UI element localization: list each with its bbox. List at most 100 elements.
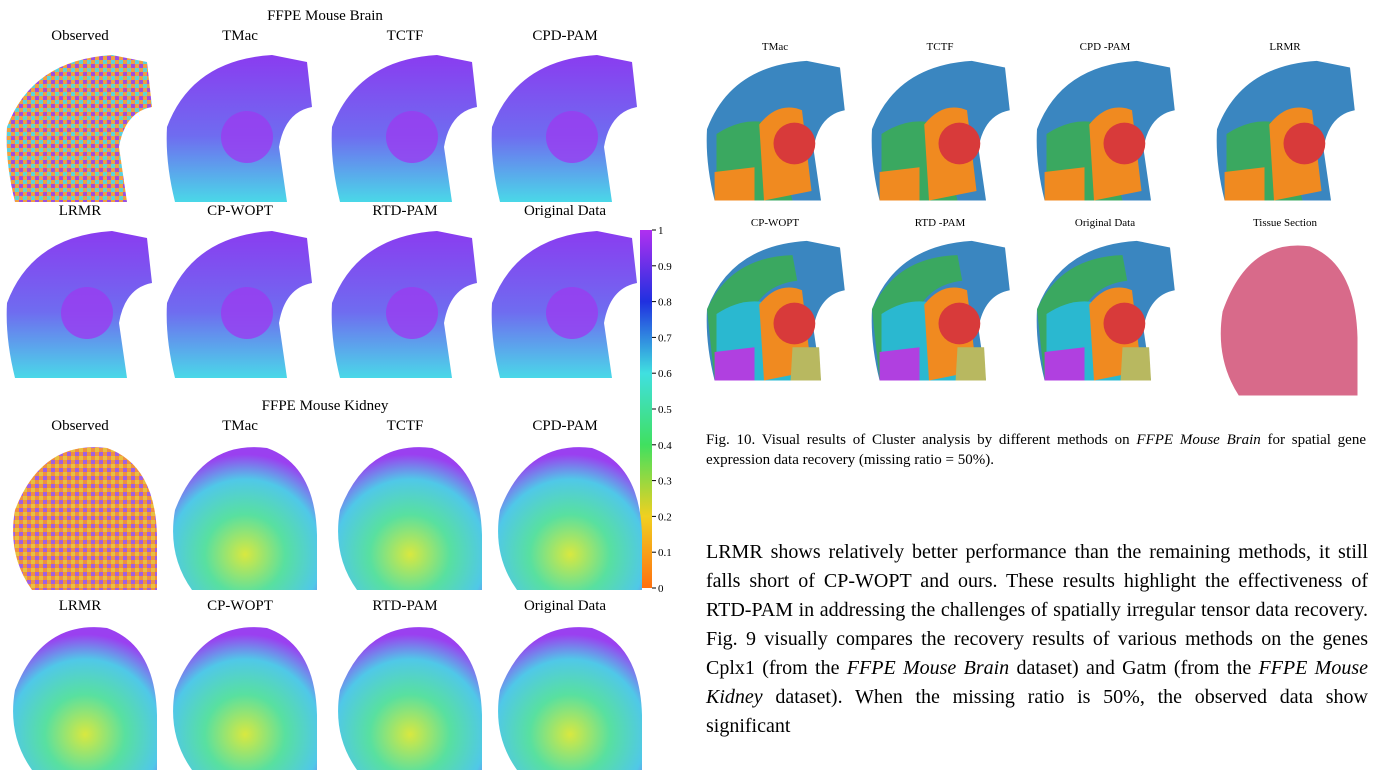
text-run: FFPE Mouse Brain — [847, 657, 1009, 679]
panel-label: TMac — [222, 418, 258, 434]
region — [715, 347, 755, 380]
region — [939, 303, 981, 345]
region — [221, 287, 273, 339]
heatmap-panel — [13, 447, 157, 590]
panel-label: TCTF — [387, 28, 424, 44]
colorbar-tick-label: 0.7 — [658, 332, 672, 344]
region — [221, 111, 273, 163]
figure-title: FFPE Mouse Kidney — [262, 398, 389, 414]
region — [1104, 123, 1146, 165]
heatmap-panel — [167, 55, 312, 202]
text-run: FFPE Mouse Brain — [1136, 432, 1260, 448]
text-run: Fig. 10. Visual results of Cluster analy… — [706, 432, 1136, 448]
heatmap-panel — [7, 55, 152, 202]
tissue-map — [498, 447, 642, 590]
cluster-panel — [872, 241, 1010, 381]
cluster-panel — [872, 61, 1010, 201]
heatmap-panel — [167, 231, 312, 378]
heatmap-panel — [338, 627, 482, 770]
region — [386, 111, 438, 163]
heatmap-panel — [492, 231, 637, 378]
cluster-panel — [1217, 61, 1355, 201]
region — [1284, 123, 1326, 165]
region — [386, 287, 438, 339]
region — [715, 167, 755, 200]
heatmap-panel — [173, 447, 317, 590]
heatmap-panel — [13, 627, 157, 770]
region — [880, 347, 920, 380]
heatmap-panel — [498, 447, 642, 590]
region — [546, 287, 598, 339]
region — [1121, 347, 1151, 380]
heatmap-panel — [338, 447, 482, 590]
figure-title: FFPE Mouse Brain — [267, 8, 383, 24]
heatmap-panel — [332, 231, 477, 378]
colorbar-tick-label: 0.6 — [658, 368, 672, 380]
panel-label: CPD-PAM — [532, 418, 597, 434]
colorbar-tick-label: 1 — [658, 225, 664, 237]
colorbar-tick-label: 0.5 — [658, 404, 672, 416]
colorbar-tick-label: 0.8 — [658, 297, 672, 309]
panel-label: LRMR — [59, 203, 102, 219]
body-text: LRMR shows relatively better performance… — [706, 538, 1368, 741]
colorbar-tick-label: 0 — [658, 583, 664, 595]
colorbar-tick-label: 0.4 — [658, 440, 672, 452]
cluster-panel — [707, 61, 845, 201]
panel-label: LRMR — [1269, 41, 1301, 53]
text-run: dataset) and Gatm (from the — [1009, 657, 1258, 679]
panel-label: RTD-PAM — [372, 598, 437, 614]
panel-label: Original Data — [1075, 217, 1135, 229]
region — [880, 167, 920, 200]
panel-label: RTD-PAM — [372, 203, 437, 219]
region — [774, 123, 816, 165]
region — [546, 111, 598, 163]
text-run: dataset). When the missing ratio is 50%,… — [706, 686, 1368, 737]
tissue-map — [338, 627, 482, 770]
panel-label: TMac — [222, 28, 258, 44]
panel-label: Observed — [51, 418, 109, 434]
panel-label: RTD -PAM — [915, 217, 966, 229]
panel-label: TCTF — [387, 418, 424, 434]
panel-label: TCTF — [927, 41, 954, 53]
region — [1045, 347, 1085, 380]
panel-label: CPD-PAM — [532, 28, 597, 44]
colorbar-tick-label: 0.1 — [658, 547, 672, 559]
heatmap-panel — [332, 55, 477, 202]
cluster-panel — [1037, 61, 1175, 201]
tissue-map — [173, 627, 317, 770]
colorbar-tick-label: 0.9 — [658, 261, 672, 273]
panel-label: TMac — [762, 41, 788, 53]
tissue-map — [13, 447, 157, 590]
region — [956, 347, 986, 380]
panel-label: Original Data — [524, 203, 606, 219]
heatmap-panel — [173, 627, 317, 770]
tissue-map — [7, 55, 152, 202]
cluster-panel — [1037, 241, 1175, 381]
colorbar-tick-label: 0.3 — [658, 476, 672, 488]
region — [791, 347, 821, 380]
tissue-map — [173, 447, 317, 590]
panel-label: CP-WOPT — [207, 203, 273, 219]
region — [1104, 303, 1146, 345]
heatmap-panel — [492, 55, 637, 202]
region — [774, 303, 816, 345]
region — [939, 123, 981, 165]
tissue-map — [498, 627, 642, 770]
tissue-map — [13, 627, 157, 770]
tissue-map — [338, 447, 482, 590]
panel-label: CP-WOPT — [207, 598, 273, 614]
page: {"left_figure": { "brain_title": "FFPE M… — [0, 0, 1379, 774]
panel-label: Original Data — [524, 598, 606, 614]
heatmap-panel — [7, 231, 152, 378]
panel-label: CP-WOPT — [751, 217, 800, 229]
caption: Fig. 10. Visual results of Cluster analy… — [706, 430, 1366, 470]
region — [61, 287, 113, 339]
region — [1045, 167, 1085, 200]
heatmap-panel — [498, 627, 642, 770]
panel-label: LRMR — [59, 598, 102, 614]
panel-label: CPD -PAM — [1080, 41, 1131, 53]
colorbar-tick-label: 0.2 — [658, 511, 672, 523]
panel-label: Tissue Section — [1253, 217, 1318, 229]
region — [1225, 167, 1265, 200]
tissue-section — [1221, 246, 1358, 396]
